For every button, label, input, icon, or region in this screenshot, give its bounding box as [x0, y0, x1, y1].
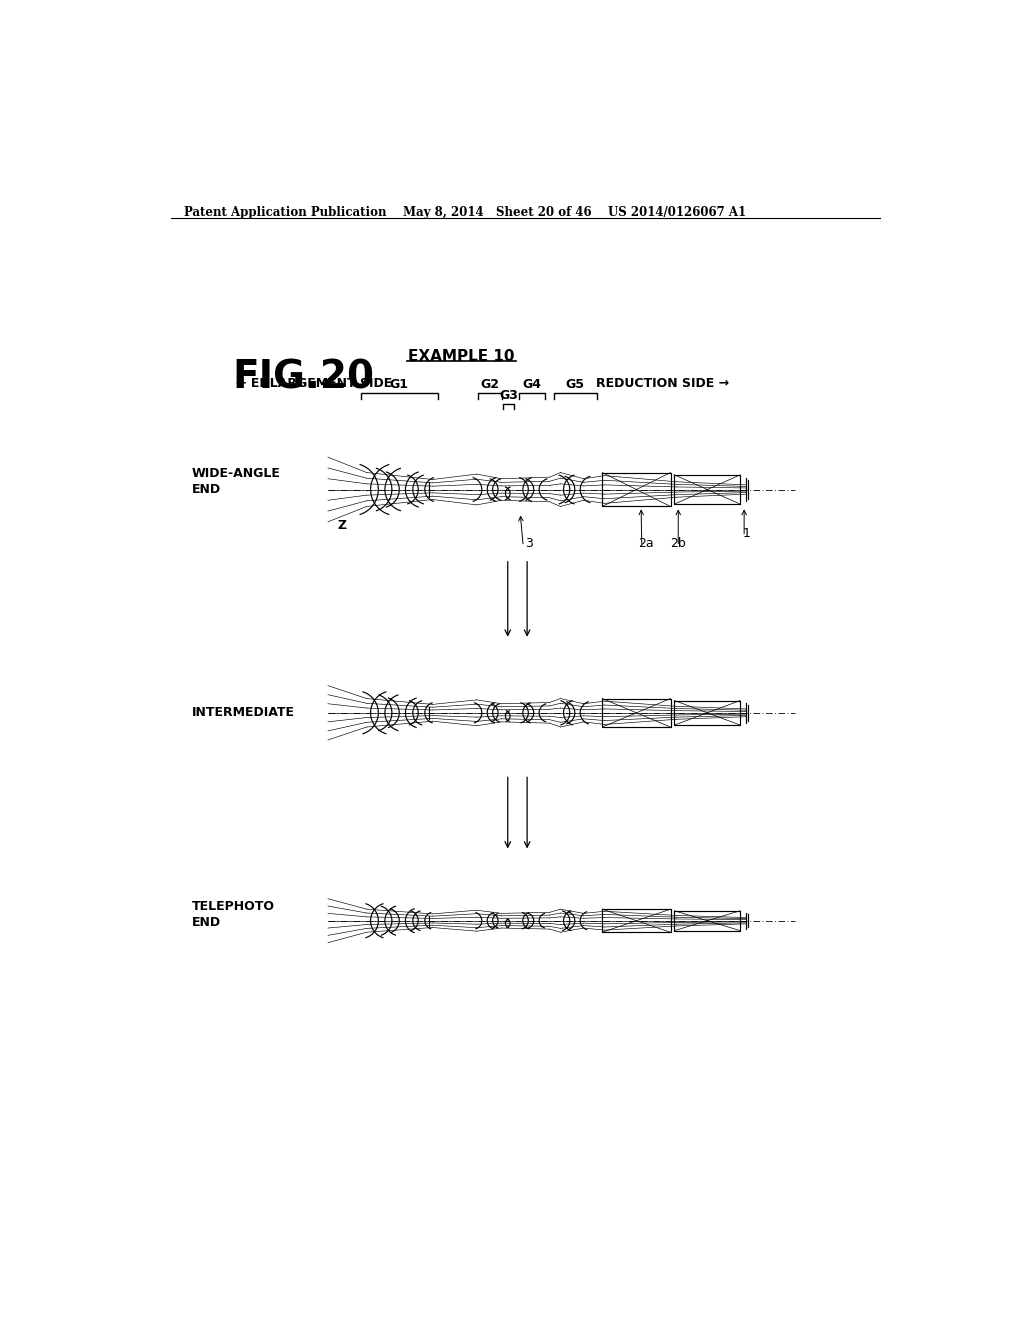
Text: FIG.20: FIG.20: [232, 359, 375, 396]
Text: G3: G3: [499, 388, 518, 401]
Text: 2b: 2b: [671, 536, 686, 549]
Text: 2a: 2a: [638, 536, 653, 549]
Text: Patent Application Publication: Patent Application Publication: [183, 206, 386, 219]
Text: REDUCTION SIDE →: REDUCTION SIDE →: [596, 378, 729, 391]
Text: 1: 1: [742, 527, 751, 540]
Text: EXAMPLE 10: EXAMPLE 10: [408, 350, 514, 364]
Text: US 2014/0126067 A1: US 2014/0126067 A1: [608, 206, 746, 219]
Text: G2: G2: [480, 378, 500, 391]
Text: ← ENLARGEMENT SIDE: ← ENLARGEMENT SIDE: [236, 378, 392, 391]
Text: G5: G5: [565, 378, 585, 391]
Text: TELEPHOTO
END: TELEPHOTO END: [191, 900, 274, 929]
Text: G4: G4: [522, 378, 542, 391]
Text: INTERMEDIATE: INTERMEDIATE: [191, 706, 295, 719]
Text: 3: 3: [524, 536, 532, 549]
Text: Z: Z: [337, 519, 346, 532]
Text: May 8, 2014   Sheet 20 of 46: May 8, 2014 Sheet 20 of 46: [403, 206, 592, 219]
Text: G1: G1: [390, 378, 409, 391]
Text: WIDE-ANGLE
END: WIDE-ANGLE END: [191, 467, 281, 496]
